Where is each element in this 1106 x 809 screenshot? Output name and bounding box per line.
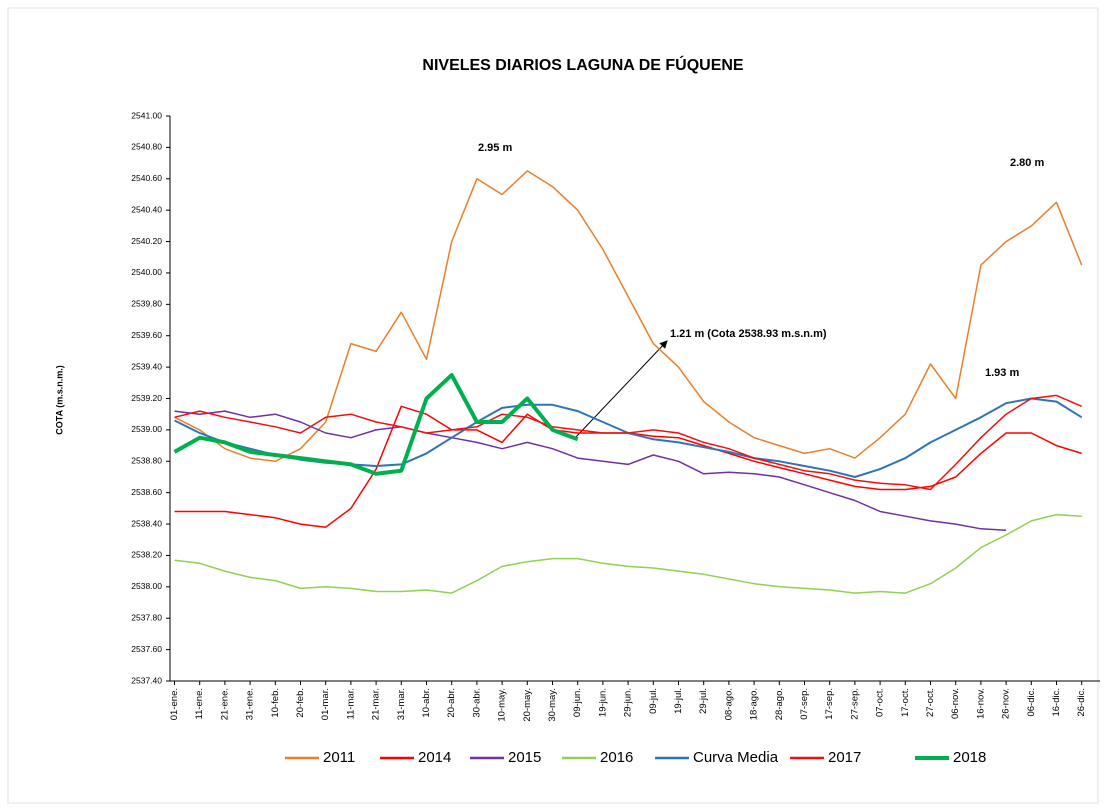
x-tick-label: 09-jul. [648, 688, 659, 714]
x-tick-label: 29-jul. [698, 688, 709, 714]
legend-label: 2011 [323, 749, 355, 766]
x-tick-label: 20-may. [522, 688, 533, 722]
x-tick-label: 01-ene. [169, 688, 180, 720]
x-tick-label: 06-dic. [1026, 688, 1037, 717]
legend-label: Curva Media [693, 749, 779, 766]
y-tick-label: 2540.00 [131, 267, 162, 277]
annotation: 1.21 m (Cota 2538.93 m.s.n.m) [670, 328, 827, 340]
y-tick-label: 2539.20 [131, 393, 162, 403]
y-tick-label: 2538.20 [131, 550, 162, 560]
x-tick-label: 20-abr. [446, 688, 457, 718]
y-tick-label: 2538.40 [131, 518, 162, 528]
y-tick-label: 2540.80 [131, 142, 162, 152]
series-line [174, 394, 1082, 491]
x-tick-label: 11-mar. [345, 688, 356, 720]
y-tick-label: 2538.60 [131, 487, 162, 497]
annotation: 1.93 m [985, 367, 1019, 379]
x-tick-label: 27-oct. [925, 688, 936, 717]
y-tick-label: 2540.40 [131, 204, 162, 214]
x-tick-label: 19-jun. [597, 688, 608, 717]
y-tick-label: 2539.60 [131, 330, 162, 340]
y-axis-label: COTA (m.s.n.m.) [54, 365, 64, 435]
x-tick-label: 17-sep. [824, 688, 835, 720]
series-line [174, 170, 1083, 463]
legend-label: 2014 [418, 749, 451, 766]
frame [7, 7, 1099, 804]
x-tick-label: 18-ago. [749, 688, 760, 720]
x-tick-label: 26-nov. [1001, 688, 1012, 719]
x-tick-label: 27-sep. [849, 688, 860, 720]
x-tick-label: 07-sep. [799, 688, 810, 720]
y-tick-label: 2539.00 [131, 424, 162, 434]
series-line [174, 405, 1082, 528]
x-tick-label: 19-jul. [673, 688, 684, 714]
x-tick-label: 07-oct. [875, 688, 886, 717]
x-tick-label: 28-ago. [774, 688, 785, 720]
x-tick-label: 11-ene. [194, 688, 205, 720]
x-tick-label: 09-jun. [572, 688, 583, 717]
x-tick-label: 29-jun. [623, 688, 634, 717]
y-tick-label: 2537.80 [131, 612, 162, 622]
x-tick-label: 08-ago. [723, 688, 734, 720]
x-tick-label: 10-abr. [421, 688, 432, 718]
x-tick-label: 21-mar. [371, 688, 382, 720]
x-tick-label: 10-feb. [270, 688, 281, 718]
x-tick-label: 10-may. [497, 688, 508, 722]
annotation-arrow [574, 340, 668, 439]
x-tick-label: 21-ene. [219, 688, 230, 720]
chart-title: NIVELES DIARIOS LAGUNA DE FÚQUENE [422, 55, 744, 74]
legend-label: 2015 [508, 749, 541, 766]
series-line [174, 513, 1082, 594]
y-tick-label: 2538.80 [131, 456, 162, 466]
x-tick-label: 30-may. [547, 688, 558, 722]
legend-label: 2018 [953, 749, 986, 766]
x-tick-label: 16-dic. [1051, 688, 1062, 717]
annotation: 2.80 m [1010, 157, 1044, 169]
series-line [173, 373, 579, 476]
y-tick-label: 2540.60 [131, 173, 162, 183]
annotation: 2.95 m [478, 142, 512, 154]
x-tick-label: 01-mar. [320, 688, 331, 720]
x-tick-label: 30-abr. [471, 688, 482, 718]
y-tick-label: 2539.40 [131, 361, 162, 371]
x-tick-label: 31-mar. [396, 688, 407, 720]
y-tick-label: 2540.20 [131, 236, 162, 246]
series-line [174, 410, 1007, 532]
x-tick-label: 16-nov. [975, 688, 986, 719]
x-tick-label: 20-feb. [295, 688, 306, 718]
legend-label: 2017 [828, 749, 861, 766]
y-tick-label: 2538.00 [131, 581, 162, 591]
y-tick-label: 2537.40 [131, 675, 162, 685]
x-tick-label: 06-nov. [950, 688, 961, 719]
x-tick-label: 26-dic. [1076, 688, 1087, 717]
y-tick-label: 2537.60 [131, 644, 162, 654]
x-tick-label: 31-ene. [245, 688, 256, 720]
y-tick-label: 2539.80 [131, 299, 162, 309]
y-tick-label: 2541.00 [131, 110, 162, 120]
legend-label: 2016 [600, 749, 633, 766]
x-tick-label: 17-oct. [900, 688, 911, 717]
